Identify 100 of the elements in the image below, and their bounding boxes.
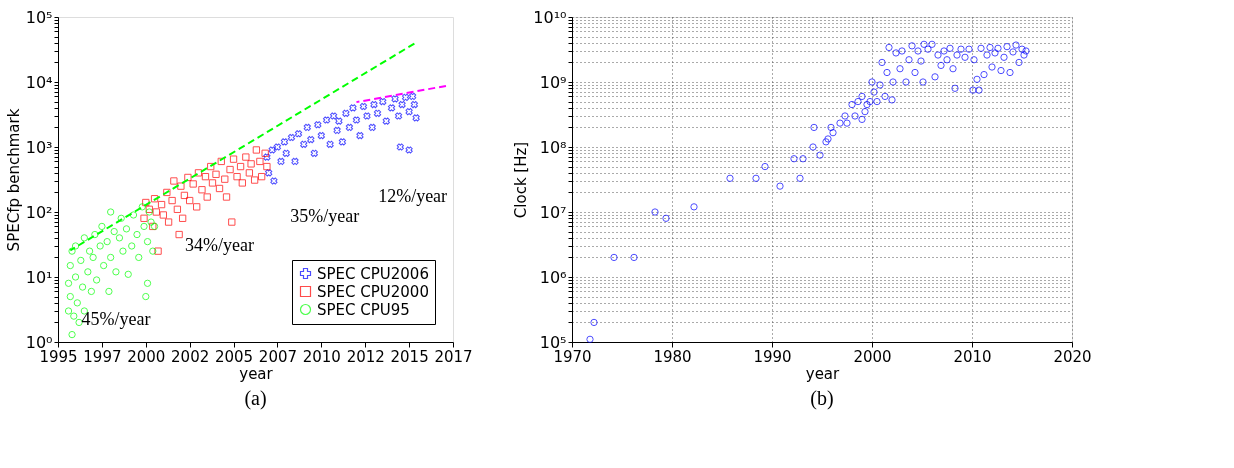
point [268, 146, 276, 154]
point [129, 211, 138, 219]
point [92, 276, 101, 284]
point [382, 117, 390, 125]
point [359, 102, 368, 111]
point [398, 100, 406, 109]
point [280, 138, 289, 146]
point [247, 160, 255, 168]
x-tick-label: 2015 [390, 347, 429, 366]
text: (a) [244, 387, 267, 410]
point [349, 104, 357, 112]
x-tick-label: 2002 [171, 347, 210, 366]
y-tick-label: 10⁵ [25, 7, 53, 27]
point [405, 108, 413, 116]
point [410, 100, 419, 109]
point [408, 92, 417, 101]
point [207, 162, 215, 171]
point [80, 234, 88, 242]
point [265, 169, 273, 177]
point [401, 93, 410, 102]
point [300, 140, 308, 148]
point [405, 146, 413, 154]
point [236, 162, 245, 171]
y-tick-label: 10³ [25, 137, 53, 157]
point [379, 97, 387, 106]
point [133, 230, 141, 239]
y-tick-label: 10¹⁰ [533, 7, 567, 27]
point [394, 112, 403, 120]
point [78, 283, 87, 291]
y-tick-label: 10¹ [25, 267, 53, 287]
point [263, 162, 271, 171]
point [168, 196, 176, 205]
point [91, 230, 99, 239]
point [256, 157, 264, 166]
point [154, 247, 162, 255]
point [314, 121, 322, 129]
point [147, 218, 155, 226]
point [391, 95, 399, 103]
point [215, 184, 224, 193]
point [138, 203, 146, 211]
point [250, 176, 259, 184]
point [143, 237, 152, 246]
point [252, 146, 261, 154]
point [261, 149, 269, 157]
point [335, 117, 343, 125]
point [110, 227, 118, 236]
point [245, 169, 254, 177]
point [186, 196, 194, 205]
y-tick-label: 10⁷ [539, 202, 567, 222]
point [117, 214, 125, 222]
legend-label: SPEC CPU95 [317, 300, 410, 319]
point [89, 253, 97, 262]
point [142, 198, 150, 207]
point [64, 307, 73, 315]
point [412, 114, 420, 122]
point [242, 153, 250, 161]
point [96, 242, 104, 250]
y-tick-label: 10⁹ [539, 72, 567, 92]
point [270, 177, 278, 185]
point [282, 149, 290, 157]
point [140, 222, 148, 231]
point [85, 247, 94, 255]
point [105, 287, 113, 296]
point [307, 135, 315, 144]
point [257, 172, 266, 181]
annotation: 34%/year [185, 234, 254, 255]
point [64, 279, 73, 287]
point [70, 312, 78, 320]
x-tick-label: 2020 [1053, 347, 1092, 366]
point [363, 112, 371, 120]
point [119, 247, 127, 255]
x-tick-label: 2000 [853, 347, 892, 366]
annotation: 35%/year [290, 205, 360, 226]
annotation: 12%/year [378, 186, 448, 207]
point [277, 157, 285, 166]
point [208, 179, 217, 187]
point [233, 172, 241, 181]
point [203, 193, 211, 201]
text: (b) [810, 387, 834, 410]
point [317, 131, 325, 140]
point [263, 153, 271, 161]
point [294, 130, 303, 138]
point [87, 287, 96, 296]
x-tick-label: 2012 [346, 347, 385, 366]
point [140, 214, 148, 222]
point [157, 200, 166, 209]
annotation: 45%/year [81, 308, 151, 329]
y-axis-title: Clock [Hz] [512, 141, 531, 219]
point [173, 205, 182, 213]
point [194, 169, 203, 177]
point [103, 237, 111, 246]
point [287, 133, 296, 142]
point [66, 292, 74, 301]
point [180, 191, 189, 200]
point [368, 123, 376, 132]
point [370, 100, 378, 109]
point [115, 234, 124, 242]
point [342, 109, 350, 117]
point [163, 188, 171, 197]
x-axis-title: year [239, 364, 274, 383]
